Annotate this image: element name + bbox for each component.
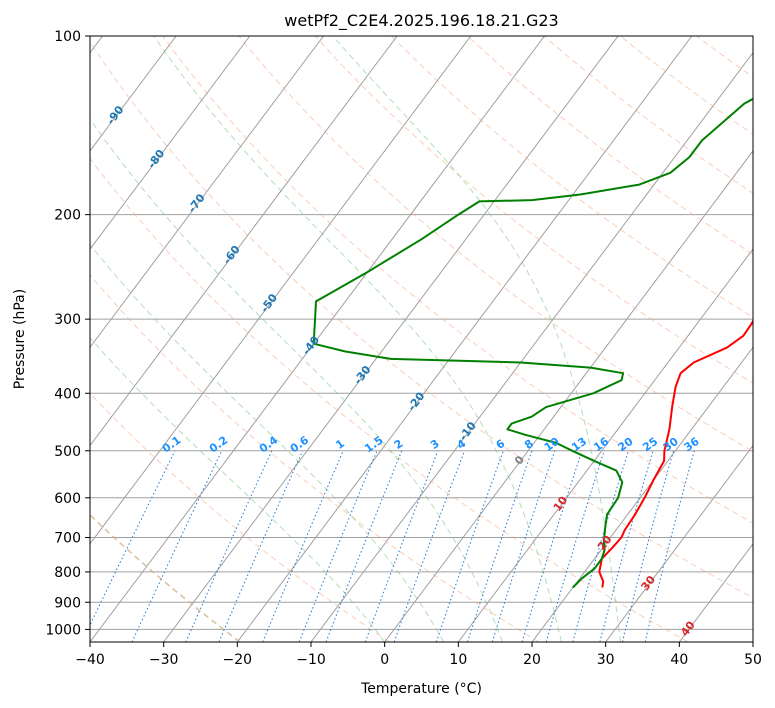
- profile-lines: [312, 97, 753, 589]
- isotherm-line: [163, 36, 619, 642]
- x-tick-label: 0: [380, 652, 389, 668]
- y-tick-label: 900: [54, 595, 81, 611]
- x-tick-label: 50: [744, 652, 762, 668]
- isotherm-line: [531, 346, 753, 642]
- x-tick-label: 10: [449, 652, 467, 668]
- y-axis: 100 200 300 400 500 600 700 800 900 1000: [45, 29, 90, 638]
- isotherm-line: [384, 150, 753, 642]
- x-tick-label: −30: [149, 652, 179, 668]
- mixing-ratio-line: [262, 450, 344, 642]
- y-tick-label: 600: [54, 491, 81, 507]
- moist-adiabat-line: [90, 118, 503, 642]
- isotherm-line: [90, 36, 177, 152]
- y-tick-label: 1000: [45, 622, 81, 638]
- moist-adiabat-line: [332, 36, 621, 642]
- moist-adiabat-line: [90, 337, 386, 642]
- isotherm-line: [457, 248, 753, 642]
- x-axis: −40 −30 −20 −10 0 10 20 30 40 50: [75, 642, 762, 668]
- mixing-ratio-line: [644, 450, 695, 642]
- mixing-ratio-line: [599, 450, 654, 642]
- x-tick-label: 30: [597, 652, 615, 668]
- background-lines: [90, 36, 753, 642]
- x-tick-label: −10: [296, 652, 326, 668]
- isotherm-line: [310, 51, 753, 642]
- dewpoint-line: [312, 97, 753, 589]
- y-tick-label: 800: [54, 565, 81, 581]
- isotherm-line: [605, 444, 753, 642]
- moist-adiabat-line: [153, 36, 562, 642]
- y-tick-label: 100: [54, 29, 81, 45]
- y-tick-label: 500: [54, 444, 81, 460]
- isotherm-line: [90, 36, 324, 349]
- mixing-ratio-line: [491, 450, 556, 642]
- isotherm-line: [90, 36, 398, 447]
- y-axis-label: Pressure (hPa): [12, 289, 28, 389]
- chart-title: wetPf2_C2E4.2025.196.18.21.G23: [284, 11, 558, 31]
- mixing-ratio-line: [131, 450, 223, 642]
- isotherm-line: [90, 36, 472, 545]
- mixing-ratio-line: [545, 450, 605, 642]
- mixing-ratio-line: [90, 450, 176, 627]
- mixing-ratio-line: [521, 450, 583, 642]
- x-tick-label: −20: [223, 652, 253, 668]
- isotherm-line: [90, 36, 545, 642]
- temperature-line: [598, 318, 753, 588]
- dry-adiabat-line: [90, 274, 540, 642]
- mixing-ratio-line: [185, 450, 273, 642]
- dry-adiabat-line: [90, 157, 689, 642]
- dry-adiabat-line: [467, 36, 753, 255]
- y-tick-label: 700: [54, 531, 81, 547]
- y-tick-label: 300: [54, 312, 81, 328]
- y-tick-label: 400: [54, 386, 81, 402]
- dry-adiabat-line: [90, 41, 753, 599]
- x-axis-label: Temperature (°C): [360, 681, 482, 697]
- mixing-ratio-line: [218, 450, 304, 642]
- dry-adiabat-line: [543, 36, 753, 194]
- mixing-ratio-line: [467, 450, 533, 642]
- plot-frame: [89, 35, 754, 643]
- isotherm-line: [236, 36, 693, 642]
- x-tick-label: 20: [523, 652, 541, 668]
- x-tick-label: 40: [670, 652, 688, 668]
- mixing-ratio-line: [435, 450, 504, 642]
- dry-adiabat-line: [161, 36, 753, 524]
- isotherm-line: [90, 36, 251, 250]
- dry-adiabat-line: [90, 392, 390, 642]
- mixing-ratio-line: [621, 450, 674, 642]
- y-tick-label: 200: [54, 208, 81, 224]
- mixing-ratio-line: [572, 450, 629, 642]
- x-tick-label: −40: [75, 652, 105, 668]
- dry-adiabat-line: [314, 36, 753, 384]
